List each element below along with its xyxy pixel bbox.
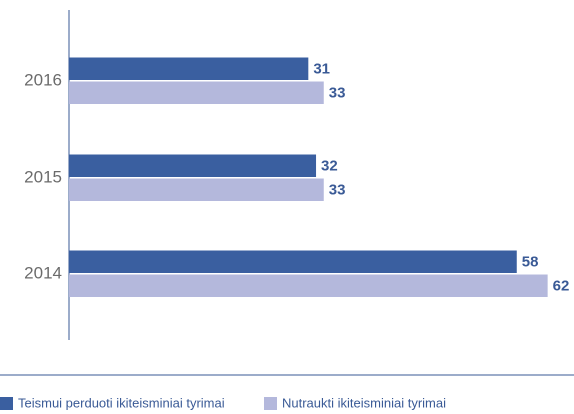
data-label: 58 bbox=[522, 254, 539, 271]
data-label: 62 bbox=[553, 278, 570, 295]
data-label: 31 bbox=[313, 61, 330, 78]
legend-label: Nutraukti ikiteisminiai tyrimai bbox=[282, 395, 446, 410]
data-label: 33 bbox=[329, 85, 346, 102]
category-label: 2015 bbox=[24, 167, 62, 186]
legend-swatch bbox=[0, 397, 13, 410]
bar bbox=[69, 57, 309, 80]
legend-label: Teismui perduoti ikiteisminiai tyrimai bbox=[18, 395, 225, 410]
bar bbox=[69, 250, 517, 273]
category-label: 2016 bbox=[24, 70, 62, 89]
data-label: 32 bbox=[321, 158, 338, 175]
bar bbox=[69, 274, 548, 297]
bar bbox=[69, 154, 317, 177]
category-label: 2014 bbox=[24, 263, 62, 282]
bar bbox=[69, 178, 324, 201]
legend-swatch bbox=[264, 397, 277, 410]
data-label: 33 bbox=[329, 182, 346, 199]
bar bbox=[69, 81, 324, 104]
